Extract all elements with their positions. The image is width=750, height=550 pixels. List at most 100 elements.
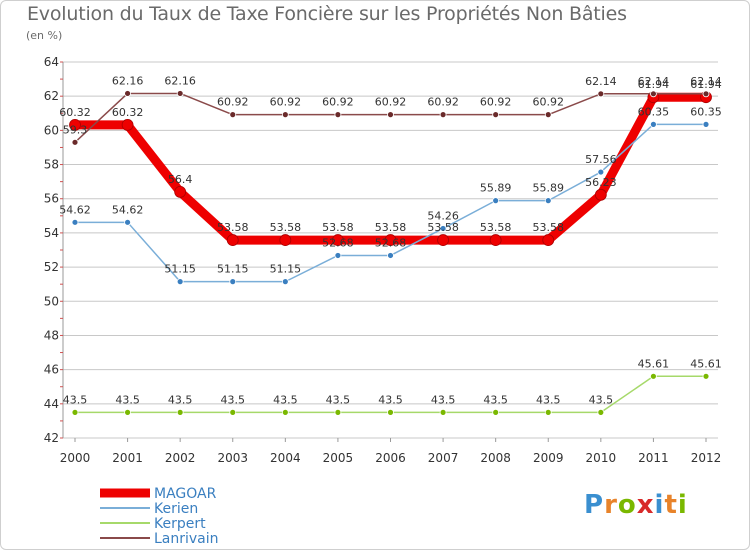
data-point-kerpert — [387, 408, 394, 416]
data-point-kerien — [650, 120, 657, 128]
data-label-kerien: 51.15 — [217, 263, 249, 276]
data-label-kerpert: 43.5 — [63, 393, 88, 406]
data-label-kerien: 52.68 — [322, 236, 354, 249]
data-label-lanrivain: 60.92 — [533, 96, 565, 109]
data-label-kerpert: 43.5 — [115, 393, 140, 406]
x-tick-label: 2003 — [217, 451, 248, 465]
x-tick-label: 2010 — [586, 451, 617, 465]
data-label-lanrivain: 62.16 — [112, 74, 144, 87]
data-label-kerien: 51.15 — [270, 263, 302, 276]
data-point-lanrivain — [387, 111, 394, 119]
data-point-kerpert — [702, 372, 710, 380]
y-tick-label: 64 — [44, 55, 59, 69]
x-tick-label: 2000 — [60, 451, 91, 465]
data-label-kerpert: 43.5 — [378, 393, 403, 406]
data-label-lanrivain: 62.14 — [690, 75, 722, 88]
x-tick-label: 2002 — [165, 451, 196, 465]
x-tick-label: 2007 — [428, 451, 459, 465]
data-point-kerpert — [176, 408, 184, 416]
data-point-kerpert — [334, 408, 342, 416]
chart-unit-label: (en %) — [26, 29, 63, 42]
y-tick-label: 56 — [44, 192, 59, 206]
data-point-kerpert — [124, 408, 131, 416]
data-label-magoar: 53.58 — [375, 221, 407, 234]
y-tick-label: 62 — [44, 89, 59, 103]
data-label-kerpert: 43.5 — [431, 393, 456, 406]
data-label-lanrivain: 60.92 — [217, 96, 249, 109]
x-tick-label: 2001 — [112, 451, 143, 465]
y-tick-label: 48 — [44, 328, 59, 342]
data-label-lanrivain: 60.92 — [322, 96, 354, 109]
logo-letter: i — [654, 490, 665, 520]
y-tick-label: 60 — [44, 123, 59, 137]
data-point-lanrivain — [650, 90, 657, 98]
data-label-kerpert: 45.61 — [638, 357, 670, 370]
data-point-kerien — [176, 278, 184, 286]
data-label-magoar: 56.4 — [168, 173, 193, 186]
data-label-magoar: 53.58 — [533, 221, 565, 234]
data-point-kerien — [439, 225, 447, 232]
data-label-magoar: 61.94 — [690, 78, 722, 91]
legend-label-magoar: MAGOAR — [154, 486, 217, 502]
data-point-lanrivain — [176, 90, 184, 97]
data-label-kerpert: 43.5 — [589, 393, 614, 406]
legend-label-kerpert: Kerpert — [154, 516, 206, 532]
data-label-magoar: 56.23 — [585, 176, 617, 189]
data-point-magoar — [437, 234, 449, 246]
data-label-kerien: 52.68 — [375, 236, 407, 249]
data-label-kerpert: 43.5 — [221, 393, 246, 406]
logo-letter: t — [664, 490, 678, 520]
data-point-kerien — [71, 218, 79, 226]
data-label-magoar: 53.58 — [217, 221, 249, 234]
logo-letter: P — [584, 490, 605, 520]
data-point-kerpert — [229, 408, 237, 416]
data-point-lanrivain — [124, 90, 131, 97]
data-point-lanrivain — [544, 111, 552, 119]
data-point-magoar — [121, 118, 134, 131]
x-tick-label: 2006 — [375, 451, 406, 465]
data-point-kerpert — [544, 408, 552, 416]
data-label-magoar: 53.58 — [427, 221, 459, 234]
data-point-kerpert — [281, 408, 289, 416]
data-label-kerpert: 45.61 — [690, 357, 722, 370]
data-label-kerien: 55.89 — [533, 182, 565, 195]
data-label-kerien: 51.15 — [164, 263, 196, 276]
data-point-magoar — [542, 234, 555, 246]
y-tick-label: 50 — [44, 294, 59, 308]
data-label-magoar: 53.58 — [270, 221, 302, 234]
data-point-kerien — [281, 278, 289, 286]
logo-letter: x — [636, 490, 655, 520]
proxiti-logo: Proxiti — [584, 490, 688, 520]
x-tick-label: 2004 — [270, 451, 301, 465]
y-tick-label: 42 — [44, 431, 59, 445]
data-point-lanrivain — [334, 111, 342, 119]
data-label-kerpert: 43.5 — [273, 393, 298, 406]
data-label-kerien: 54.26 — [427, 209, 459, 222]
data-label-magoar: 53.58 — [480, 221, 512, 234]
y-tick-label: 46 — [44, 363, 59, 377]
data-label-kerien: 57.56 — [585, 153, 617, 166]
data-point-kerpert — [650, 372, 657, 380]
y-tick-label: 52 — [44, 260, 59, 274]
data-label-lanrivain: 60.92 — [427, 96, 459, 109]
data-label-lanrivain: 62.16 — [164, 74, 196, 87]
data-point-lanrivain — [492, 111, 500, 119]
data-point-lanrivain — [281, 111, 289, 119]
data-point-magoar — [489, 234, 502, 246]
data-point-kerien — [229, 278, 237, 286]
data-point-kerpert — [439, 408, 447, 416]
logo-letter: i — [677, 490, 688, 520]
data-label-kerpert: 43.5 — [326, 393, 351, 406]
data-point-kerien — [702, 120, 710, 128]
series-line-magoar — [70, 92, 711, 245]
data-label-lanrivain: 62.14 — [585, 75, 617, 88]
data-point-lanrivain — [439, 111, 447, 119]
data-point-magoar — [332, 234, 344, 246]
data-label-kerien: 60.35 — [638, 105, 670, 118]
x-tick-label: 2005 — [323, 451, 354, 465]
y-tick-label: 58 — [44, 158, 59, 172]
data-label-kerpert: 43.5 — [483, 393, 508, 406]
data-point-kerpert — [597, 408, 605, 416]
logo-letter: r — [604, 490, 618, 520]
